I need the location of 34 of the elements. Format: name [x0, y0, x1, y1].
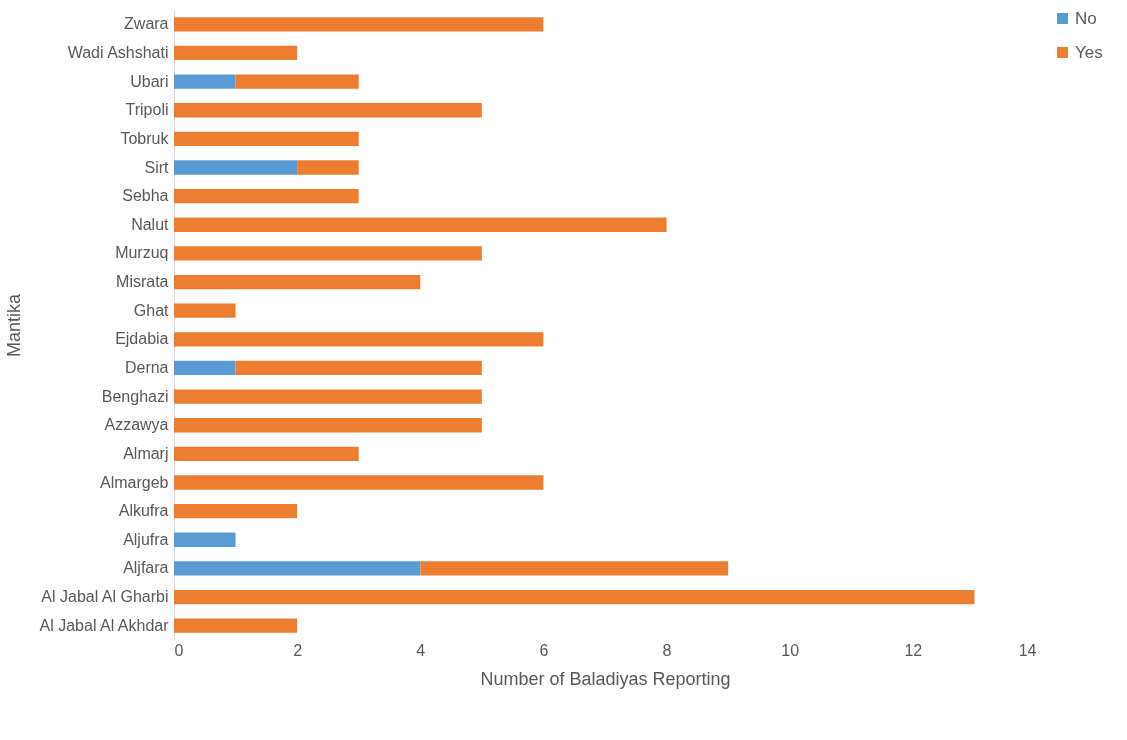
y-tick-label: Aljfara [123, 559, 169, 577]
y-tick-label: Benghazi [101, 387, 169, 405]
y-tick-label: Ejdabia [115, 330, 169, 348]
y-tick-label: Al Jabal Al Gharbi [41, 588, 169, 606]
y-tick-label: Almarj [123, 444, 169, 462]
y-tick-label: Wadi Ashshati [67, 43, 169, 61]
x-axis-title: Number of Baladiyas Reporting [480, 668, 731, 689]
y-tick-label: Aljufra [123, 530, 169, 548]
x-tick-label: 10 [781, 641, 800, 659]
y-tick-label: Ubari [130, 72, 169, 90]
y-tick-label: Azzawya [104, 416, 169, 434]
y-tick-label: Zwara [124, 15, 169, 33]
x-tick-label: 0 [174, 641, 184, 659]
y-tick-label: Sebha [122, 187, 169, 205]
legend-label: Yes [1075, 42, 1103, 62]
x-tick-label: 4 [416, 641, 426, 659]
y-tick-label: Sirt [144, 158, 170, 176]
y-tick-label: Derna [124, 358, 169, 376]
x-tick-label: 6 [539, 641, 549, 659]
y-tick-label: Misrata [116, 273, 169, 291]
y-tick-label: Ghat [133, 301, 170, 319]
x-tick-label: 14 [1018, 641, 1037, 659]
y-tick-label: Almargeb [100, 473, 169, 491]
y-tick-label: Tobruk [120, 129, 170, 147]
y-tick-label: Murzuq [115, 244, 169, 262]
y-axis-title: Mantika [3, 293, 24, 358]
y-tick-label: Tripoli [125, 101, 169, 119]
y-tick-label: Alkufra [118, 502, 169, 520]
y-tick-label: Al Jabal Al Akhdar [39, 616, 170, 634]
y-tick-label: Nalut [131, 215, 170, 233]
x-tick-label: 8 [662, 641, 672, 659]
legend-label: No [1075, 8, 1097, 28]
x-tick-label: 12 [904, 641, 923, 659]
x-tick-label: 2 [293, 641, 303, 659]
